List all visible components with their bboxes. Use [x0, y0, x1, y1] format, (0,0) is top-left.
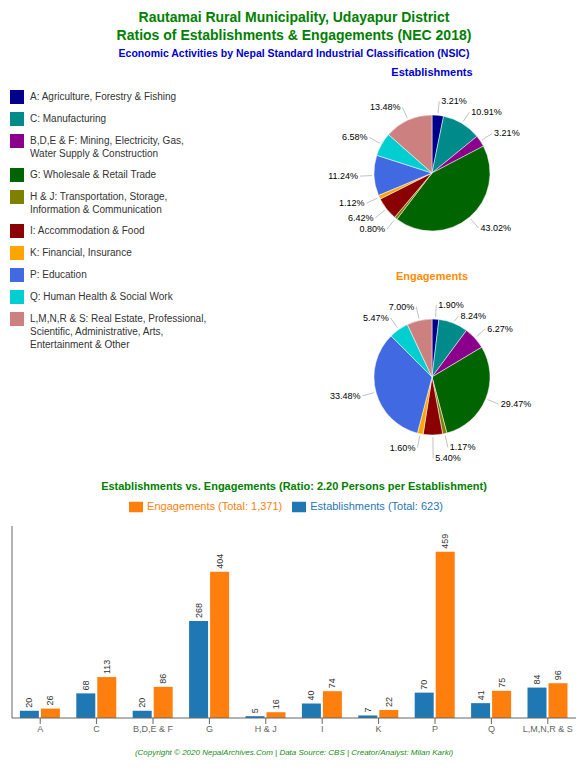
svg-text:6.27%: 6.27%: [487, 324, 513, 334]
svg-text:B,D,E & F: B,D,E & F: [133, 724, 174, 734]
svg-text:3.21%: 3.21%: [441, 96, 467, 106]
html-text:C: Manufacturing: C: Manufacturing: [30, 113, 107, 124]
svg-text:16: 16: [271, 699, 281, 709]
svg-text:6.58%: 6.58%: [342, 132, 368, 142]
svg-text:86: 86: [158, 674, 168, 684]
svg-text:26: 26: [45, 696, 55, 706]
html-text:Establishments (Total: 623): Establishments (Total: 623): [310, 500, 443, 512]
svg-text:41: 41: [476, 690, 486, 700]
svg-text:5: 5: [250, 708, 260, 713]
svg-text:33.48%: 33.48%: [330, 391, 361, 401]
svg-text:5.47%: 5.47%: [363, 313, 389, 323]
html-text:Establishments vs. Engagements: Establishments vs. Engagements (Ratio: 2…: [101, 480, 487, 492]
svg-text:H & J: H & J: [255, 724, 277, 734]
svg-text:5.40%: 5.40%: [435, 453, 461, 463]
svg-text:70: 70: [419, 680, 429, 690]
svg-text:459: 459: [440, 534, 450, 549]
svg-text:13.48%: 13.48%: [370, 102, 401, 112]
html-text:G: Wholesale & Retail Trade: G: Wholesale & Retail Trade: [30, 169, 157, 180]
svg-text:1.12%: 1.12%: [339, 198, 365, 208]
svg-text:29.47%: 29.47%: [501, 399, 532, 409]
svg-text:1.90%: 1.90%: [438, 300, 464, 310]
svg-text:96: 96: [553, 670, 563, 680]
svg-text:68: 68: [81, 680, 91, 690]
html-text:Establishments: Establishments: [391, 66, 473, 78]
html-text:B,D,E & F: Mining, Electricity: B,D,E & F: Mining, Electricity, Gas, Wat…: [30, 135, 184, 159]
svg-text:7: 7: [363, 707, 373, 712]
svg-text:40: 40: [306, 690, 316, 700]
html-text:Economic Activities by Nepal S: Economic Activities by Nepal Standard In…: [118, 47, 470, 59]
html-text:Rautamai Rural Municipality, U: Rautamai Rural Municipality, Udayapur Di…: [116, 9, 472, 43]
svg-text:3.21%: 3.21%: [494, 128, 520, 138]
html-text:H & J: Transportation, Storage: H & J: Transportation, Storage, Informat…: [30, 191, 168, 215]
svg-text:20: 20: [24, 698, 34, 708]
svg-text:20: 20: [137, 698, 147, 708]
svg-text:0.80%: 0.80%: [359, 224, 385, 234]
svg-text:1.17%: 1.17%: [450, 442, 476, 452]
html-text:Engagements: Engagements: [395, 270, 469, 282]
svg-text:7.00%: 7.00%: [389, 302, 415, 312]
svg-text:22: 22: [384, 697, 394, 707]
html-text:I: Accommodation & Food: I: Accommodation & Food: [30, 225, 145, 236]
svg-text:74: 74: [327, 678, 337, 688]
html-text:Q: Human Health & Social Work: Q: Human Health & Social Work: [30, 291, 173, 302]
svg-text:75: 75: [497, 678, 507, 688]
svg-text:C: C: [93, 724, 100, 734]
svg-text:268: 268: [194, 603, 204, 618]
svg-text:L,M,N,R & S: L,M,N,R & S: [523, 724, 573, 734]
svg-text:A: A: [37, 724, 43, 734]
svg-text:10.91%: 10.91%: [471, 107, 502, 117]
html-text:Engagements (Total: 1,371): Engagements (Total: 1,371): [147, 500, 283, 512]
html-text:A: Agriculture, Forestry & Fis: A: Agriculture, Forestry & Fishing: [30, 91, 177, 102]
svg-text:Q: Q: [488, 724, 495, 734]
svg-text:43.02%: 43.02%: [480, 223, 511, 233]
html-text:L,M,N,R & S: Real Estate, Prof: L,M,N,R & S: Real Estate, Professional, …: [30, 313, 207, 350]
html-text:K: Financial, Insurance: K: Financial, Insurance: [30, 247, 132, 258]
svg-text:404: 404: [215, 554, 225, 569]
svg-text:K: K: [376, 724, 382, 734]
svg-text:P: P: [432, 724, 438, 734]
svg-text:113: 113: [102, 660, 112, 674]
svg-text:G: G: [206, 724, 213, 734]
html-text:P: Education: P: Education: [30, 269, 87, 280]
html-text:(Copyright © 2020 NepalArchive: (Copyright © 2020 NepalArchives.Com | Da…: [134, 748, 454, 757]
svg-text:8.24%: 8.24%: [461, 311, 487, 321]
svg-text:I: I: [321, 724, 324, 734]
svg-text:84: 84: [532, 675, 542, 685]
svg-text:1.60%: 1.60%: [390, 443, 416, 453]
svg-text:11.24%: 11.24%: [328, 171, 358, 181]
svg-text:6.42%: 6.42%: [348, 213, 374, 223]
